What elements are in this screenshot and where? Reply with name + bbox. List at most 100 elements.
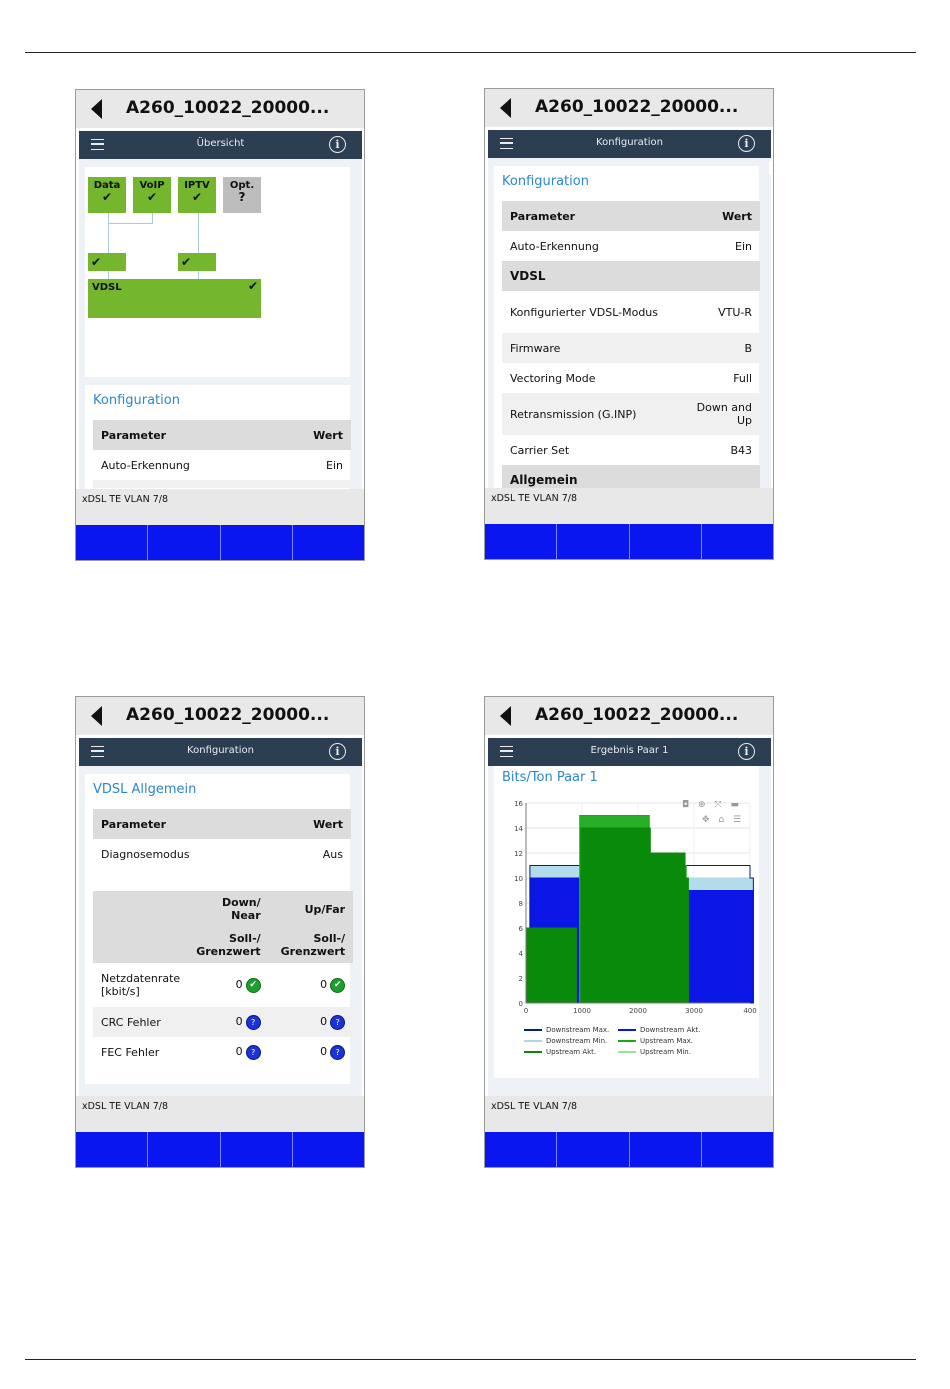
hamburger-menu-icon[interactable] xyxy=(500,746,513,757)
section-label: Allgemein xyxy=(502,465,760,488)
column-header-down: Down/ Near xyxy=(188,891,273,927)
legend-item[interactable]: Upstream Akt. xyxy=(524,1048,596,1056)
table-section-header: Allgemein xyxy=(502,465,760,488)
check-icon: ✔ xyxy=(245,977,261,993)
config-table: Parameter Wert Diagnosemodus Aus xyxy=(93,809,351,869)
stack-icon[interactable]: ☰ xyxy=(733,815,742,825)
legend-item[interactable]: Downstream Akt. xyxy=(618,1026,700,1034)
legend-item[interactable]: Upstream Min. xyxy=(618,1048,691,1056)
title-bar: A260_10022_20000... xyxy=(485,697,773,735)
service-optional[interactable]: Opt. ? xyxy=(223,177,261,213)
check-icon: ✔ xyxy=(101,190,113,204)
softkey-button[interactable] xyxy=(701,524,773,559)
legend-swatch xyxy=(524,1029,542,1031)
table-row: Firmware B xyxy=(502,333,760,363)
back-arrow-icon[interactable] xyxy=(91,706,102,726)
service-label: Data xyxy=(93,180,121,191)
zoom-icon[interactable]: ⊕ xyxy=(698,800,706,810)
table-row: FEC Fehler 0? 0? xyxy=(93,1037,353,1067)
chart-toolbar-row2: ✥ ⌂ ☰ xyxy=(702,815,741,825)
info-icon[interactable]: i xyxy=(329,136,346,153)
vdsl-line[interactable]: VDSL ✔ xyxy=(88,279,261,318)
legend-label: Downstream Max. xyxy=(546,1026,610,1034)
question-icon: ? xyxy=(245,1044,261,1060)
softkey-button[interactable] xyxy=(292,1132,364,1167)
table-row: Retransmission (G.INP) Down and Up xyxy=(502,393,760,435)
param-value: B xyxy=(684,333,760,363)
content-area: Data ✔ VoIP ✔ IPTV ✔ Opt. ? ✔ ✔ VDS xyxy=(79,159,362,489)
service-voip[interactable]: VoIP ✔ xyxy=(133,177,171,213)
softkey-button[interactable] xyxy=(485,524,558,559)
softkey-button[interactable] xyxy=(76,1132,149,1167)
app-bar: Konfiguration i xyxy=(79,738,362,766)
hamburger-menu-icon[interactable] xyxy=(500,138,513,149)
info-icon[interactable]: i xyxy=(738,135,755,152)
status-bar: xDSL TE VLAN 7/8 xyxy=(76,489,364,525)
softkey-button[interactable] xyxy=(220,1132,293,1167)
softkey-button[interactable] xyxy=(557,1132,630,1167)
table-row: Auto-Erkennung Ein xyxy=(93,450,351,480)
softkey-button[interactable] xyxy=(220,525,293,560)
status-bar: xDSL TE VLAN 7/8 xyxy=(76,1096,364,1132)
data-channel[interactable]: ✔ xyxy=(88,253,126,271)
tag-icon[interactable]: ▬ xyxy=(730,800,740,810)
param-value: B43 xyxy=(730,443,752,457)
softkey-button[interactable] xyxy=(701,1132,773,1167)
softkey-button[interactable] xyxy=(76,525,149,560)
softkey-button[interactable] xyxy=(629,524,702,559)
status-bar: xDSL TE VLAN 7/8 xyxy=(485,1096,773,1132)
back-arrow-icon[interactable] xyxy=(500,98,511,118)
title-bar: A260_10022_20000... xyxy=(485,89,773,127)
legend-item[interactable]: Downstream Min. xyxy=(524,1037,607,1045)
info-icon[interactable]: i xyxy=(738,743,755,760)
question-icon: ? xyxy=(330,1044,346,1060)
iptv-channel[interactable]: ✔ xyxy=(178,253,216,271)
chart-card: Bits/Ton Paar 1 0 2 4 6 8 10 12 14 16 0 1000 2000 30… xyxy=(494,766,759,1078)
service-iptv[interactable]: IPTV ✔ xyxy=(178,177,216,213)
camera-icon[interactable]: ◘ xyxy=(682,800,690,810)
table-section-header: VDSL xyxy=(502,261,760,291)
hamburger-menu-icon[interactable] xyxy=(91,139,104,150)
info-icon[interactable]: i xyxy=(329,743,346,760)
y-tick-label: 12 xyxy=(514,850,523,858)
softkey-button[interactable] xyxy=(148,525,221,560)
softkey-button[interactable] xyxy=(148,1132,221,1167)
check-icon: ✔ xyxy=(191,190,203,204)
autoscale-icon[interactable]: ⤧ xyxy=(714,800,722,810)
column-header: Parameter xyxy=(93,809,273,839)
back-arrow-icon[interactable] xyxy=(91,99,102,119)
param-name: Carrier Set xyxy=(510,443,570,457)
content-area: Bits/Ton Paar 1 0 2 4 6 8 10 12 14 16 0 1000 2000 30… xyxy=(488,766,771,1096)
window-title: A260_10022_20000... xyxy=(126,98,330,118)
app-title: Ergebnis Paar 1 xyxy=(590,745,669,756)
screenshot-overview: A260_10022_20000... Übersicht i Data ✔ V… xyxy=(75,89,365,561)
check-icon: ✔ xyxy=(247,279,258,293)
status-bar: xDSL TE VLAN 7/8 xyxy=(485,488,773,524)
back-arrow-icon[interactable] xyxy=(500,706,511,726)
softkey-button[interactable] xyxy=(629,1132,702,1167)
legend-swatch xyxy=(524,1051,542,1053)
home-icon[interactable]: ⌂ xyxy=(718,815,725,825)
question-icon: ? xyxy=(245,1014,261,1030)
section-title: Konfiguration xyxy=(93,393,180,408)
softkey-button[interactable] xyxy=(485,1132,558,1167)
table-header: Parameter Wert xyxy=(93,809,351,839)
content-area: VDSL Allgemein Parameter Wert Diagnosemo… xyxy=(79,766,362,1096)
x-tick-label: 400 xyxy=(743,1007,756,1015)
scrollbar[interactable] xyxy=(769,161,771,175)
hamburger-menu-icon[interactable] xyxy=(91,746,104,757)
legend-item[interactable]: Downstream Max. xyxy=(524,1026,609,1034)
service-overview-card: Data ✔ VoIP ✔ IPTV ✔ Opt. ? ✔ ✔ VDS xyxy=(85,167,350,377)
table-row xyxy=(93,480,351,488)
pan-icon[interactable]: ✥ xyxy=(702,815,710,825)
status-text: xDSL TE VLAN 7/8 xyxy=(491,1101,578,1112)
legend-item[interactable]: Upstream Max. xyxy=(618,1037,693,1045)
service-data[interactable]: Data ✔ xyxy=(88,177,126,213)
section-label: VDSL xyxy=(502,261,760,291)
softkey-button[interactable] xyxy=(557,524,630,559)
legend-swatch xyxy=(618,1040,636,1042)
section-title: VDSL Allgemein xyxy=(93,782,197,797)
table-row: CRC Fehler 0? 0? xyxy=(93,1007,354,1037)
counter-label: Netzdatenrate [kbit/s] xyxy=(101,972,181,998)
softkey-button[interactable] xyxy=(292,525,364,560)
